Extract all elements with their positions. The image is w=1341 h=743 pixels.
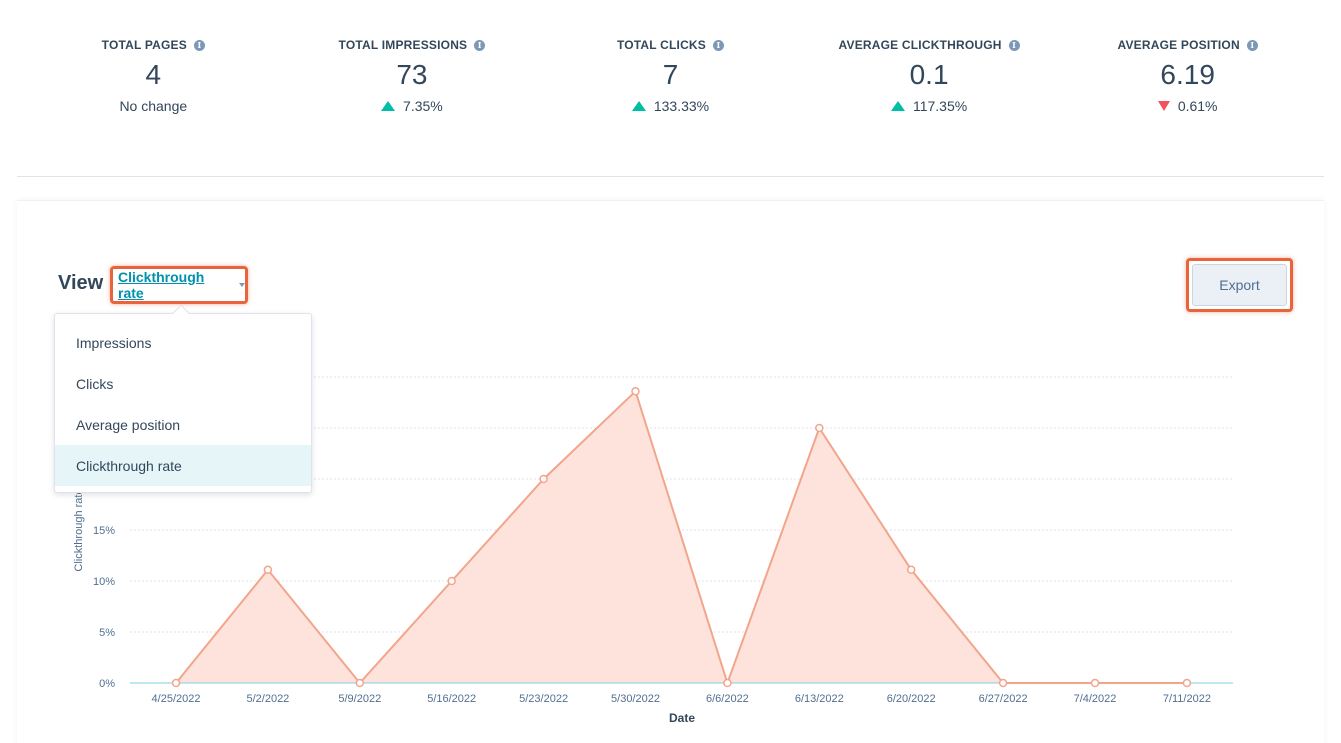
kpi-value: 0.1 [909, 59, 949, 90]
data-point [815, 423, 824, 433]
data-point [539, 474, 548, 484]
x-tick-label: 7/11/2022 [1163, 693, 1211, 705]
kpi-total-impressions: TOTAL IMPRESSIONS i 73 7.35% [283, 36, 542, 116]
kpi-average-clickthrough: AVERAGE CLICKTHROUGH i 0.1 117.35% [800, 36, 1059, 116]
y-tick-label: 15% [93, 525, 115, 537]
kpi-total-pages: TOTAL PAGES i 4 No change [24, 36, 283, 116]
trend-up-icon [381, 101, 396, 111]
x-tick-label: 7/4/2022 [1074, 693, 1117, 705]
kpi-label: TOTAL CLICKS i [616, 38, 725, 52]
data-point [723, 678, 732, 688]
dropdown-option-clicks[interactable]: Clicks [76, 375, 114, 392]
kpi-value: 6.19 [1160, 59, 1215, 90]
info-icon[interactable]: i [193, 39, 205, 51]
data-point [1090, 678, 1100, 688]
kpi-label: AVERAGE CLICKTHROUGH i [839, 38, 1020, 52]
data-point [906, 565, 916, 575]
info-icon[interactable]: i [1246, 39, 1258, 51]
view-dropdown-toggle[interactable]: Clickthrough rate [110, 266, 248, 304]
x-tick-label: 5/2/2022 [246, 693, 289, 705]
y-tick-label: 5% [99, 627, 115, 639]
x-tick-label: 6/27/2022 [979, 693, 1028, 705]
y-tick-label: 0% [99, 678, 115, 690]
data-point [355, 678, 365, 688]
kpi-label-text: TOTAL CLICKS [616, 38, 707, 52]
data-point [631, 387, 640, 396]
kpi-value: 73 [396, 59, 428, 90]
kpi-label-text: AVERAGE POSITION [1117, 38, 1240, 52]
kpi-value: 4 [145, 59, 162, 90]
kpi-label-text: TOTAL PAGES [101, 38, 187, 52]
kpi-change-text: 0.61% [1177, 98, 1218, 114]
kpi-value: 7 [662, 59, 679, 90]
x-tick-label: 5/16/2022 [427, 693, 476, 705]
dropdown-option-impressions[interactable]: Impressions [76, 334, 152, 351]
x-tick-label: 6/13/2022 [795, 693, 844, 705]
kpi-change-text: 117.35% [912, 98, 968, 114]
info-icon[interactable]: i [1008, 39, 1020, 51]
chevron-down-icon[interactable] [239, 283, 245, 287]
dropdown-option-clickthrough-rate[interactable]: Clickthrough rate [55, 445, 311, 486]
x-tick-label: 4/25/2022 [152, 693, 201, 705]
y-tick-label: 10% [93, 576, 115, 588]
view-label: View [58, 272, 104, 294]
x-tick-label: 5/23/2022 [519, 693, 568, 705]
kpi-change: 133.33% [631, 98, 710, 114]
kpi-label-text: AVERAGE CLICKTHROUGH [838, 38, 1002, 52]
kpi-label: TOTAL PAGES i [102, 38, 205, 52]
x-tick-label: 5/9/2022 [338, 693, 381, 705]
data-point [263, 565, 273, 575]
view-selected-value[interactable]: Clickthrough rate [118, 269, 205, 301]
kpi-total-clicks: TOTAL CLICKS i 7 133.33% [541, 36, 800, 116]
series-line [175, 389, 1187, 687]
view-dropdown-menu: Impressions Clicks Average position Clic… [54, 304, 312, 493]
data-point [171, 678, 181, 688]
info-icon[interactable]: i [474, 39, 486, 51]
kpi-change: 117.35% [890, 98, 968, 114]
kpi-label-text: TOTAL IMPRESSIONS [338, 38, 468, 52]
kpi-change: 7.35% [381, 98, 443, 114]
x-axis-label: Date [669, 711, 695, 725]
kpi-label: TOTAL IMPRESSIONS i [339, 38, 486, 52]
trend-up-icon [631, 101, 646, 111]
x-tick-label: 6/20/2022 [887, 693, 936, 705]
y-axis-label: Clickthrough rate [73, 488, 85, 571]
export-button[interactable]: Export [1192, 264, 1287, 306]
data-point [998, 678, 1008, 688]
kpi-row: TOTAL PAGES i 4 No change TOTAL IMPRESSIO… [24, 36, 1317, 116]
data-point [447, 576, 456, 586]
kpi-change: 0.61% [1157, 98, 1218, 114]
kpi-change-text: No change [119, 98, 188, 114]
kpi-label: AVERAGE POSITION i [1118, 38, 1258, 52]
info-icon[interactable]: i [713, 39, 725, 51]
kpi-change-text: 133.33% [653, 98, 710, 114]
trend-up-icon [890, 101, 905, 111]
data-point [1182, 678, 1192, 688]
dropdown-option-average-position[interactable]: Average position [76, 416, 181, 433]
kpi-change: No change [119, 98, 187, 114]
x-tick-label: 6/6/2022 [706, 693, 749, 705]
section-divider [17, 176, 1324, 177]
export-button-highlight: Export [1186, 258, 1293, 312]
kpi-average-position: AVERAGE POSITION i 6.19 0.61% [1058, 36, 1317, 116]
trend-down-icon [1157, 101, 1170, 111]
x-tick-label: 5/30/2022 [611, 693, 660, 705]
kpi-change-text: 7.35% [403, 98, 443, 114]
